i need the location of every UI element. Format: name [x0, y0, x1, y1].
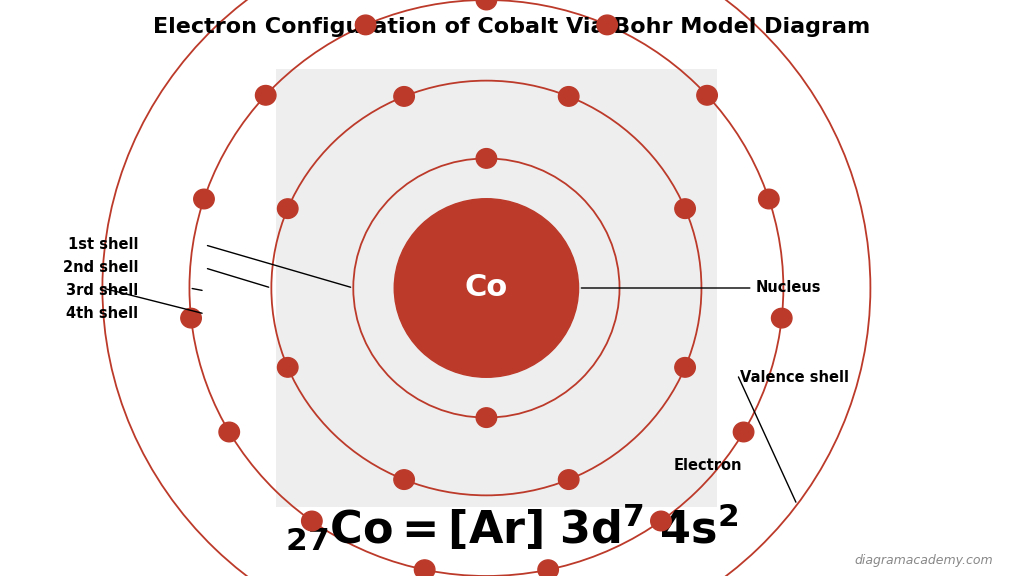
Text: Electron Configuration of Cobalt Via Bohr Model Diagram: Electron Configuration of Cobalt Via Boh…: [154, 17, 870, 37]
Ellipse shape: [650, 511, 671, 531]
Ellipse shape: [219, 422, 240, 442]
Ellipse shape: [194, 189, 214, 209]
Text: 2nd shell: 2nd shell: [62, 260, 138, 275]
Ellipse shape: [558, 86, 579, 106]
Ellipse shape: [697, 85, 718, 105]
Text: Co: Co: [465, 274, 508, 302]
Ellipse shape: [278, 358, 298, 377]
Ellipse shape: [733, 422, 754, 442]
Text: 1st shell: 1st shell: [68, 237, 138, 252]
Ellipse shape: [675, 358, 695, 377]
Ellipse shape: [476, 0, 497, 10]
Text: Electron: Electron: [674, 458, 742, 473]
Ellipse shape: [476, 149, 497, 168]
Ellipse shape: [538, 560, 558, 576]
Ellipse shape: [597, 15, 617, 35]
Text: 3rd shell: 3rd shell: [66, 283, 138, 298]
Ellipse shape: [355, 15, 376, 35]
Text: 4th shell: 4th shell: [67, 306, 138, 321]
Ellipse shape: [394, 86, 415, 106]
Ellipse shape: [675, 199, 695, 218]
Ellipse shape: [415, 560, 435, 576]
Ellipse shape: [759, 189, 779, 209]
Ellipse shape: [302, 511, 323, 531]
Ellipse shape: [394, 199, 579, 377]
Text: $\mathbf{_{27}Co = [Ar]\ 3d^7\ 4s^2}$: $\mathbf{_{27}Co = [Ar]\ 3d^7\ 4s^2}$: [285, 501, 739, 553]
Ellipse shape: [771, 308, 792, 328]
Ellipse shape: [255, 85, 275, 105]
Text: Valence shell: Valence shell: [740, 370, 849, 385]
Ellipse shape: [278, 199, 298, 218]
Ellipse shape: [558, 470, 579, 490]
Text: diagramacademy.com: diagramacademy.com: [855, 554, 993, 567]
Ellipse shape: [394, 470, 415, 490]
Ellipse shape: [476, 408, 497, 427]
Bar: [276, 69, 717, 507]
Ellipse shape: [181, 308, 202, 328]
Text: Nucleus: Nucleus: [756, 281, 821, 295]
